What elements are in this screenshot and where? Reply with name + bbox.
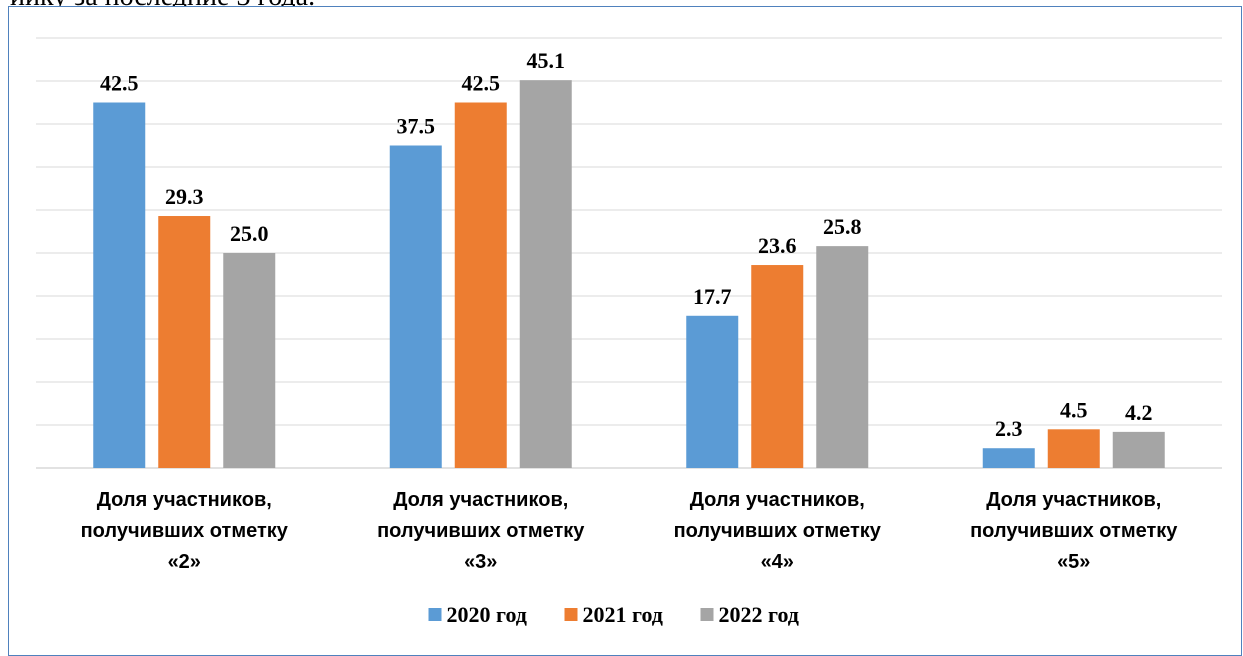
legend-label: 2022 год <box>719 602 799 627</box>
legend-swatch <box>564 608 578 621</box>
data-label: 2.3 <box>995 416 1023 441</box>
data-label: 23.6 <box>758 233 797 258</box>
data-label: 17.7 <box>693 284 732 309</box>
category-label: «4» <box>761 551 794 573</box>
data-label: 45.1 <box>527 48 566 73</box>
category-label: получивших отметку <box>81 520 289 542</box>
legend-swatch <box>428 608 442 621</box>
category-label: Доля участников, <box>393 489 568 511</box>
category-label: получивших отметку <box>674 520 882 542</box>
category-label: Доля участников, <box>690 489 865 511</box>
bar <box>982 448 1035 468</box>
category-label: Доля участников, <box>97 489 272 511</box>
bar <box>686 315 739 468</box>
bar <box>816 246 869 468</box>
data-label: 25.8 <box>823 214 862 239</box>
legend-label: 2020 год <box>447 602 527 627</box>
category-label: Доля участников, <box>986 489 1161 511</box>
bar <box>93 102 146 468</box>
data-label: 42.5 <box>100 71 139 96</box>
category-label: «5» <box>1057 551 1090 573</box>
bar <box>158 216 211 468</box>
data-label: 25.0 <box>230 221 269 246</box>
bar <box>519 80 572 468</box>
legend-label: 2021 год <box>583 602 663 627</box>
bar <box>454 102 507 468</box>
chart-frame <box>8 6 1242 656</box>
category-label: «3» <box>464 551 497 573</box>
data-label: 37.5 <box>397 114 436 139</box>
data-label: 42.5 <box>462 71 501 96</box>
legend-swatch <box>700 608 714 621</box>
bar <box>1047 429 1100 468</box>
data-label: 4.5 <box>1060 397 1088 422</box>
category-label: получивших отметку <box>377 520 585 542</box>
bar <box>1112 431 1165 468</box>
bar <box>223 253 276 468</box>
category-label: «2» <box>168 551 201 573</box>
category-label: получивших отметку <box>970 520 1178 542</box>
bar <box>389 145 442 468</box>
data-label: 4.2 <box>1125 400 1153 425</box>
data-label: 29.3 <box>165 184 204 209</box>
bar <box>751 265 804 468</box>
